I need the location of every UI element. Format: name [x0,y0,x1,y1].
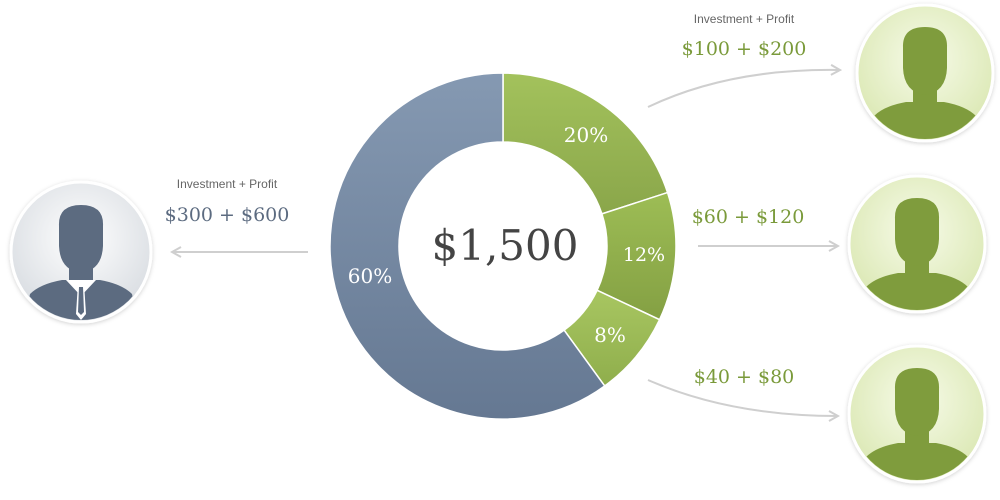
slice-label-12: 12% [623,244,665,266]
donut-hole [399,142,607,350]
arrow-to-investor-1 [647,70,840,108]
left-investor-amount: $300 + $600 [165,204,290,226]
right-investor-1: Investment + Profit $100 + $200 [647,3,995,143]
slice-label-20: 20% [564,123,608,147]
person-icon [847,174,987,314]
person-icon [855,3,995,143]
right-investor-3: $40 + $80 [647,344,987,484]
slice-label-60: 60% [348,264,392,288]
right-investor-2: $60 + $120 [692,174,987,314]
left-investor: Investment + Profit $300 + $600 [9,177,308,324]
person-icon [847,344,987,484]
slice-label-8: 8% [594,323,626,347]
right-investor-2-amount: $60 + $120 [692,206,805,228]
right-investor-1-amount: $100 + $200 [682,38,807,60]
arrow-to-investor-3 [647,379,838,416]
center-total-label: $1,500 [432,221,579,270]
left-investor-caption: Investment + Profit [177,177,278,191]
right-investor-3-amount: $40 + $80 [694,366,795,388]
businessman-icon [9,180,153,324]
donut-chart [329,72,677,420]
right-investor-1-caption: Investment + Profit [694,12,795,26]
